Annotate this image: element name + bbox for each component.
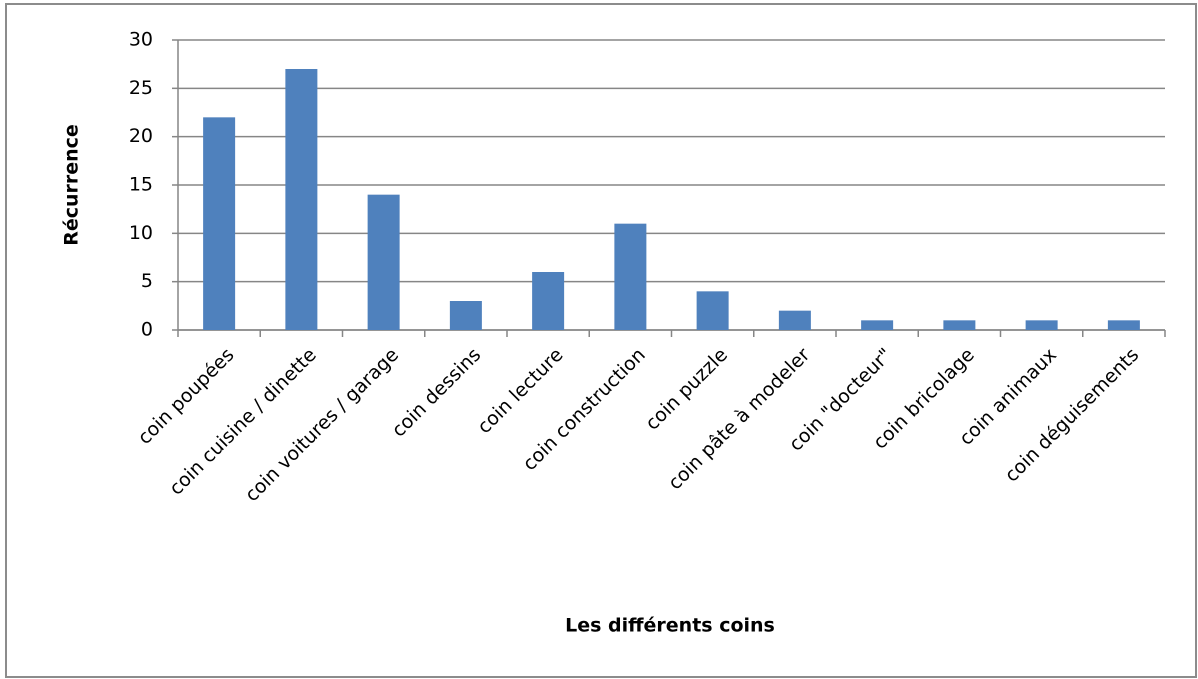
bar <box>203 117 236 330</box>
bar <box>1025 320 1058 330</box>
bar <box>861 320 894 330</box>
bar <box>696 291 729 330</box>
y-axis-label: Récurrence <box>61 124 83 246</box>
bar <box>943 320 976 330</box>
y-tick-label: 0 <box>141 319 153 341</box>
bar <box>285 69 318 330</box>
chart-frame <box>5 3 1197 678</box>
bar <box>778 310 811 330</box>
bar <box>1107 320 1140 330</box>
y-tick-label: 30 <box>129 29 153 51</box>
y-tick-label: 20 <box>129 125 153 147</box>
bar <box>367 194 400 330</box>
y-tick-label: 15 <box>129 174 153 196</box>
bar <box>614 223 647 330</box>
bar <box>449 301 482 330</box>
y-tick-label: 10 <box>129 222 153 244</box>
y-tick-label: 5 <box>141 270 153 292</box>
bar <box>532 272 565 330</box>
x-axis-label: Les différents coins <box>565 615 775 637</box>
y-tick-label: 25 <box>129 77 153 99</box>
